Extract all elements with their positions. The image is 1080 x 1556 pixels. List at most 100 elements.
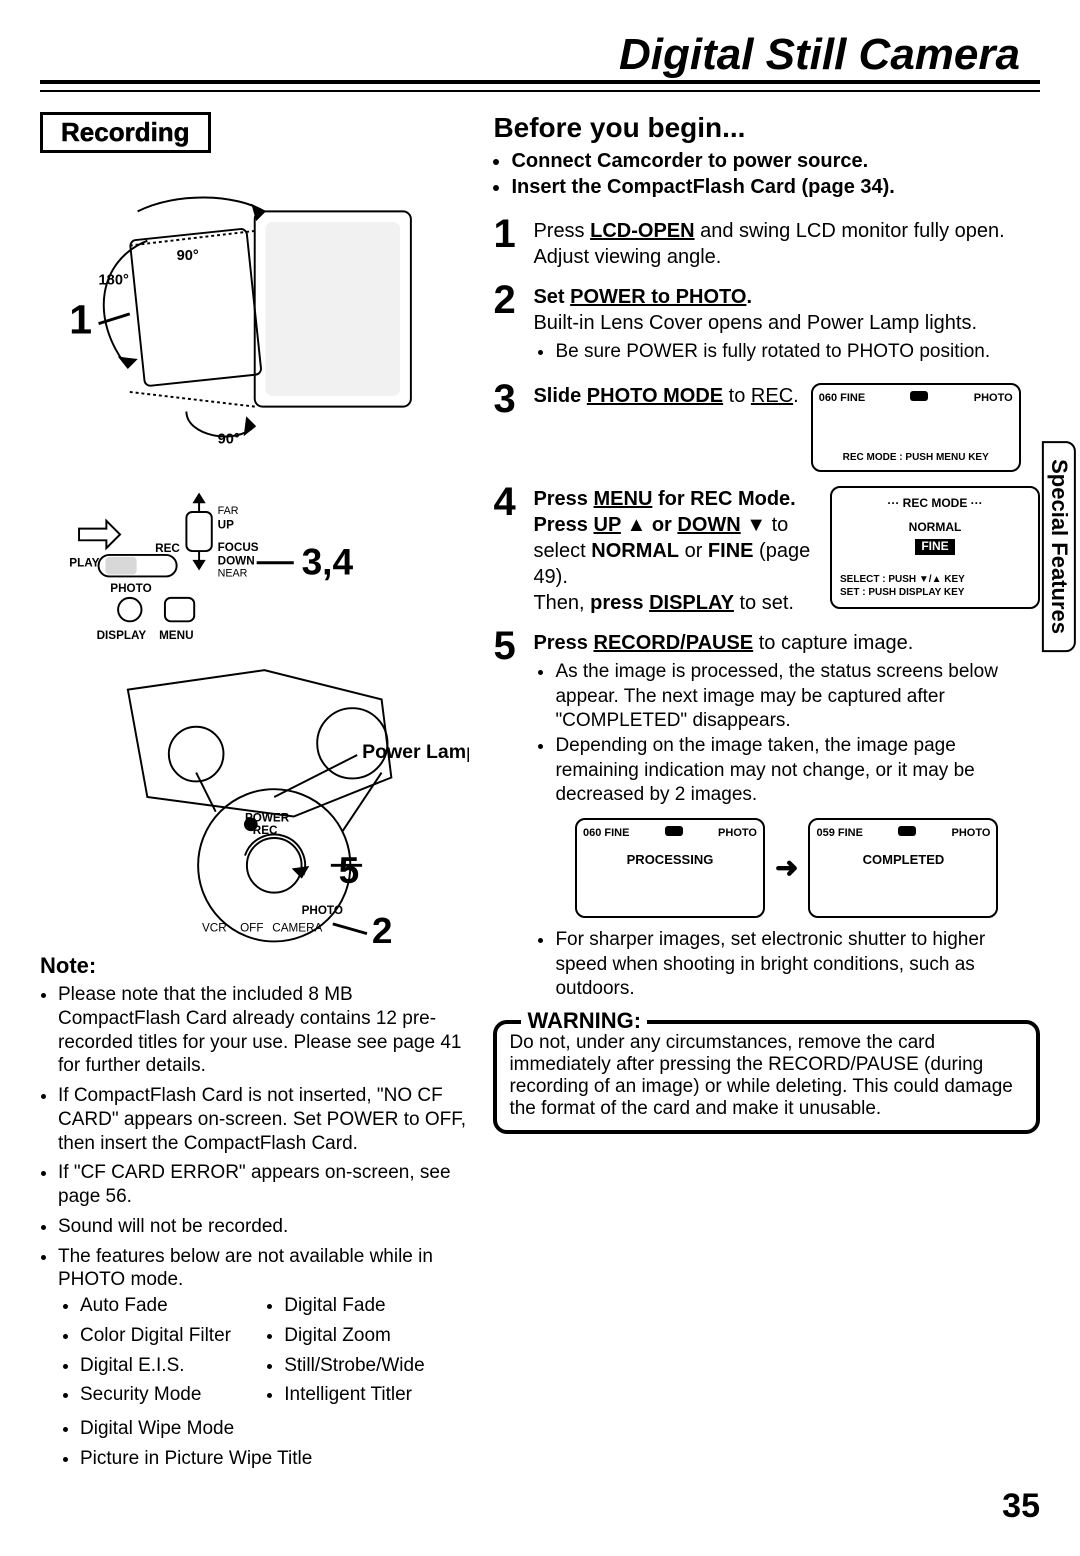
- svg-text:3,4: 3,4: [302, 540, 354, 582]
- text-underline: LCD-OPEN: [590, 220, 694, 242]
- text: FINE: [708, 540, 754, 562]
- note-list: Please note that the included 8 MB Compa…: [40, 983, 469, 1471]
- step-number: 3: [493, 383, 523, 472]
- text: ▲ or: [621, 514, 677, 536]
- step-number: 2: [493, 284, 523, 369]
- feature: Intelligent Titler: [284, 1383, 469, 1407]
- text: Press: [533, 514, 593, 536]
- warning-title: WARNING:: [521, 1008, 647, 1034]
- lcd-screen-completed: 059 FINE PHOTO COMPLETED: [808, 818, 998, 918]
- text: Press: [533, 632, 593, 654]
- note-item: If CompactFlash Card is not inserted, "N…: [58, 1084, 469, 1155]
- bullet: As the image is processed, the status sc…: [555, 660, 1040, 734]
- page-title: Digital Still Camera: [40, 30, 1040, 84]
- feature: Auto Fade: [80, 1294, 265, 1318]
- svg-text:POWER: POWER: [245, 811, 290, 824]
- note-item: The features below are not available whi…: [58, 1245, 469, 1471]
- svg-text:PHOTO: PHOTO: [302, 904, 343, 917]
- text: Then,: [533, 592, 590, 614]
- feature: Color Digital Filter: [80, 1324, 265, 1348]
- text-underline: PHOTO MODE: [587, 385, 723, 407]
- warning-box: WARNING: Do not, under any circumstances…: [493, 1020, 1040, 1134]
- svg-text:VCR: VCR: [202, 922, 227, 935]
- step-5: 5 Press RECORD/PAUSE to capture image. A…: [493, 630, 1040, 1006]
- bullet: For sharper images, set electronic shutt…: [555, 928, 1040, 1002]
- bullet: Be sure POWER is fully rotated to PHOTO …: [555, 340, 1040, 365]
- lcd-hint: SELECT : PUSH ▼/▲ KEY: [840, 573, 1030, 586]
- feature: Digital Zoom: [284, 1324, 469, 1348]
- bullet: Depending on the image taken, the image …: [555, 734, 1040, 808]
- step-number: 4: [493, 486, 523, 616]
- note-item: Sound will not be recorded.: [58, 1215, 469, 1239]
- step-4: 4 Press MENU for REC Mode. Press UP ▲ or…: [493, 486, 1040, 616]
- card-icon: [898, 826, 916, 836]
- step-3: 3 Slide PHOTO MODE to REC. 060 FINE PHOT…: [493, 383, 1040, 472]
- svg-text:REC: REC: [155, 542, 180, 555]
- svg-text:FOCUS: FOCUS: [218, 541, 259, 554]
- note-heading: Note:: [40, 953, 469, 979]
- text: Set: [533, 286, 570, 308]
- before-item: Connect Camcorder to power source.: [511, 148, 1040, 174]
- step-1: 1 Press LCD-OPEN and swing LCD monitor f…: [493, 218, 1040, 270]
- svg-text:OFF: OFF: [240, 922, 263, 935]
- text: to: [723, 385, 751, 407]
- card-icon: [910, 391, 928, 401]
- text: Built-in Lens Cover opens and Power Lamp…: [533, 312, 977, 334]
- svg-text:180°: 180°: [99, 273, 129, 289]
- feature: Digital Fade: [284, 1294, 469, 1318]
- lcd-screen-processing: 060 FINE PHOTO PROCESSING: [575, 818, 765, 918]
- text: Press: [533, 488, 593, 510]
- text: or: [679, 540, 708, 562]
- note-item: Please note that the included 8 MB Compa…: [58, 983, 469, 1078]
- svg-text:90°: 90°: [218, 432, 240, 448]
- lcd-value: 060 FINE: [583, 826, 629, 840]
- step-2: 2 Set POWER to PHOTO. Built-in Lens Cove…: [493, 284, 1040, 369]
- svg-text:NEAR: NEAR: [218, 567, 248, 579]
- feature: Digital Wipe Mode: [80, 1417, 469, 1441]
- text: .: [746, 286, 752, 308]
- lcd-value: PHOTO: [952, 826, 991, 840]
- text-underline: UP: [594, 514, 621, 536]
- lcd-message: REC MODE : PUSH MENU KEY: [819, 451, 1013, 464]
- lcd-value: 060 FINE: [819, 391, 865, 405]
- lcd-value: PHOTO: [974, 391, 1013, 405]
- svg-text:DISPLAY: DISPLAY: [97, 629, 147, 642]
- step-bullets: As the image is processed, the status sc…: [533, 660, 1040, 808]
- text: NORMAL: [591, 540, 679, 562]
- section-heading: Recording: [40, 112, 211, 153]
- lcd-hint: SET : PUSH DISPLAY KEY: [840, 586, 1030, 599]
- svg-text:Power Lamp: Power Lamp: [362, 741, 469, 763]
- svg-text:1: 1: [69, 296, 92, 342]
- note-item: If "CF CARD ERROR" appears on-screen, se…: [58, 1161, 469, 1209]
- text: Slide: [533, 385, 586, 407]
- arrow-right-icon: ➜: [775, 850, 798, 886]
- text: .: [793, 385, 799, 407]
- note-item-text: The features below are not available whi…: [58, 1246, 433, 1291]
- svg-text:5: 5: [339, 849, 360, 891]
- lcd-value: 059 FINE: [816, 826, 862, 840]
- lcd-option-selected: FINE: [915, 539, 954, 555]
- text: to set.: [734, 592, 794, 614]
- svg-text:CAMERA: CAMERA: [272, 922, 322, 935]
- text: for REC Mode.: [652, 488, 795, 510]
- svg-text:MENU: MENU: [159, 629, 193, 642]
- svg-text:90°: 90°: [177, 248, 199, 264]
- before-heading: Before you begin...: [493, 112, 1040, 144]
- text: Press: [533, 220, 590, 242]
- before-list: Connect Camcorder to power source. Inser…: [493, 148, 1040, 200]
- svg-text:PHOTO: PHOTO: [110, 582, 151, 595]
- lcd-status: COMPLETED: [816, 852, 990, 869]
- text-underline: REC: [751, 385, 793, 407]
- camera-diagram: 180° 90° 90° 1: [40, 163, 469, 943]
- feature: Still/Strobe/Wide: [284, 1354, 469, 1378]
- step-bullets: Be sure POWER is fully rotated to PHOTO …: [533, 340, 1040, 365]
- svg-text:PLAY: PLAY: [69, 557, 99, 570]
- lcd-value: PHOTO: [718, 826, 757, 840]
- text-underline: POWER to PHOTO: [570, 286, 746, 308]
- feature: Picture in Picture Wipe Title: [80, 1447, 469, 1471]
- before-item: Insert the CompactFlash Card (page 34).: [511, 174, 1040, 200]
- step-number: 1: [493, 218, 523, 270]
- lcd-option: NORMAL: [840, 520, 1030, 536]
- page-number: 35: [40, 1487, 1040, 1526]
- svg-text:FAR: FAR: [218, 505, 239, 517]
